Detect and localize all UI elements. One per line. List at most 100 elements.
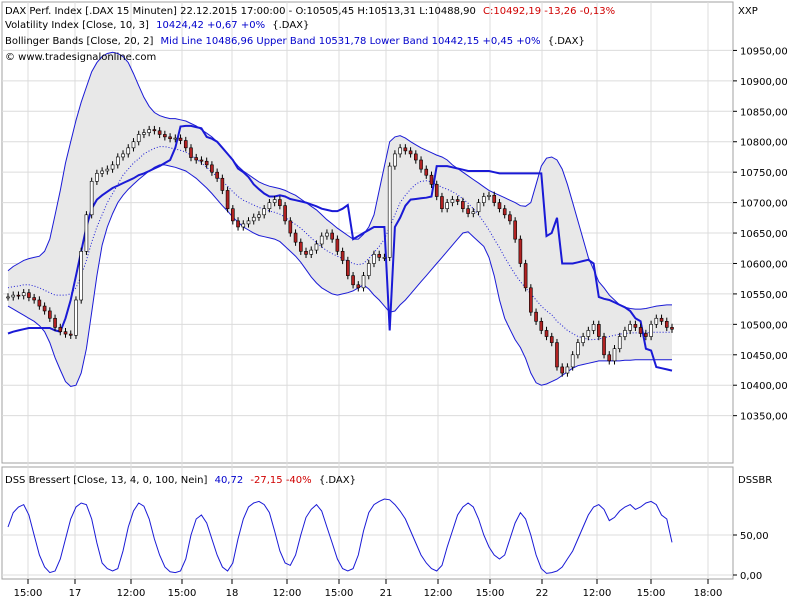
header-change: C:10492,19 -13,26 -0,13% — [483, 6, 615, 17]
candle-body — [257, 214, 261, 218]
x-tick-label: 12:00 — [273, 588, 302, 599]
candle-body — [476, 202, 481, 213]
y-tick-label: 10850,00 — [740, 107, 788, 118]
candle-body — [455, 199, 460, 202]
candle-body — [612, 348, 617, 362]
candle-body — [278, 199, 282, 206]
candle-body — [288, 220, 293, 234]
candle-body — [340, 251, 345, 261]
header-line-1: DAX Perf. Index [.DAX 15 Minuten] 22.12.… — [5, 6, 615, 17]
bollinger-suffix: {.DAX} — [548, 36, 585, 47]
y-tick-label: 10950,00 — [740, 46, 788, 57]
candle-body — [267, 202, 272, 209]
candle-body — [63, 331, 68, 335]
candle-body — [492, 195, 497, 203]
dss-change: -27,15 -40% — [250, 475, 311, 486]
y-tick-label: 10750,00 — [740, 168, 788, 179]
candle-body — [361, 275, 366, 289]
candle-body — [283, 205, 287, 222]
candle-body — [178, 137, 183, 141]
time-x-axis: 15:00 17 12:00 15:00 18 12:00 15:00 21 12:00 15:0… — [14, 579, 722, 599]
candle-body — [670, 327, 674, 330]
candle-body — [607, 354, 612, 362]
candle-body — [414, 153, 418, 161]
y-tick-label: 10700,00 — [740, 199, 788, 210]
candle-body — [346, 260, 350, 276]
candle-body — [591, 324, 596, 331]
bollinger-fill — [8, 52, 672, 387]
candle-body — [523, 263, 528, 289]
candle-body — [659, 317, 664, 322]
volatility-line — [7, 124, 673, 372]
candle-body — [487, 195, 491, 197]
bollinger-value: Mid Line 10486,96 Upper Band 10531,78 Lo… — [161, 36, 541, 47]
x-tick-label: 12:00 — [424, 588, 453, 599]
candle-body — [508, 214, 512, 222]
candle-body — [16, 294, 21, 297]
candle-body — [602, 336, 606, 356]
x-tick-label: 15:00 — [637, 588, 666, 599]
x-tick-label: 15:00 — [14, 588, 43, 599]
candle-body — [6, 296, 10, 299]
candle-body — [115, 156, 120, 166]
oscillator-header: DSS Bressert [Close, 13, 4, 0, 100, Nein… — [5, 475, 356, 486]
candle-body — [387, 165, 392, 258]
candle-body — [570, 354, 575, 368]
candle-body — [231, 208, 235, 222]
candle-body — [586, 330, 591, 337]
dss-oscillator: 0,00 50,00 — [2, 498, 769, 582]
candle-body — [445, 202, 449, 209]
x-tick-label: 17 — [69, 588, 82, 599]
candle-body — [37, 299, 42, 307]
candle-body — [429, 174, 434, 185]
y-tick-label: 10450,00 — [740, 351, 788, 362]
y-tick-label: 10900,00 — [740, 77, 788, 88]
candle-body — [398, 147, 402, 155]
candle-body — [89, 181, 94, 216]
candle-body — [366, 263, 371, 276]
candle-body — [142, 132, 146, 135]
candle-body — [304, 251, 308, 255]
osc-y-tick-label: 50,00 — [740, 531, 769, 542]
candle-body — [168, 136, 172, 139]
candle-body — [471, 211, 476, 214]
candle-body — [152, 129, 157, 132]
header-instrument: DAX Perf. Index [.DAX 15 Minuten] 22.12.… — [5, 6, 476, 17]
candle-body — [356, 284, 361, 289]
candle-body — [74, 299, 78, 336]
candle-body — [79, 251, 83, 301]
indicator-lines — [7, 51, 673, 387]
candle-body — [664, 321, 669, 328]
candle-body — [393, 153, 397, 167]
y-tick-label: 10650,00 — [740, 229, 788, 240]
candle-body — [147, 129, 151, 133]
candle-body — [539, 321, 544, 331]
candle-body — [220, 177, 225, 191]
candle-body — [560, 366, 565, 374]
bollinger-band-area — [8, 52, 672, 387]
header-line-2: Volatility Index [Close, 10, 3] 10424,42… — [5, 20, 309, 31]
candle-body — [382, 257, 387, 259]
candle-body — [638, 327, 643, 334]
candle-body — [497, 202, 502, 209]
candle-body — [225, 190, 230, 209]
candle-body — [481, 196, 486, 203]
x-tick-label: 21 — [380, 588, 393, 599]
candle-body — [403, 147, 408, 152]
y-tick-label: 10350,00 — [740, 412, 788, 423]
candle-body — [131, 141, 136, 149]
header-line-3: Bollinger Bands [Close, 20, 2] Mid Line … — [5, 36, 585, 47]
candle-body — [183, 140, 188, 149]
x-tick-label: 15:00 — [325, 588, 354, 599]
candle-body — [110, 164, 115, 170]
price-y-axis: 10350,00 10400,00 10450,00 10500,00 10550,00… — [733, 46, 788, 423]
candle-body — [440, 196, 444, 209]
candle-body — [628, 324, 632, 331]
y-tick-label: 10550,00 — [740, 290, 788, 301]
candle-body — [163, 134, 167, 138]
bollinger-lower-line — [7, 164, 672, 387]
candle-body — [246, 220, 251, 225]
candle-body — [189, 147, 193, 158]
candle-body — [314, 243, 319, 251]
x-tick-label: 18 — [226, 588, 239, 599]
